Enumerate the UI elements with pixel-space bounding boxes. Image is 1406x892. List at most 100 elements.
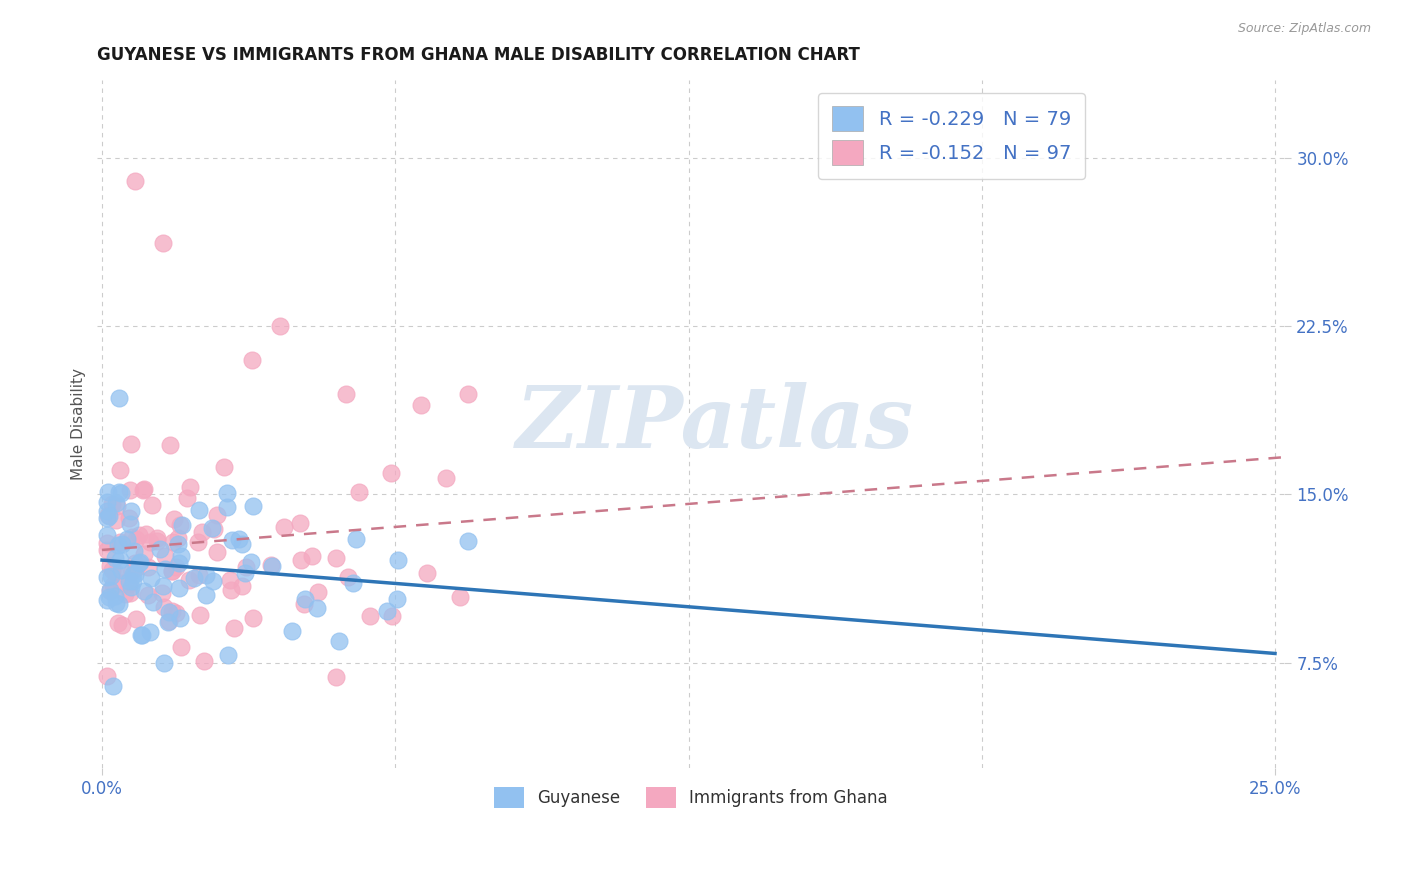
Point [201, 521, 224, 535]
Point [105, 513, 128, 527]
Point [260, 559, 283, 574]
Point [325, 670, 347, 684]
Point [132, 548, 155, 562]
Point [240, 352, 263, 367]
Point [167, 556, 190, 570]
Point [183, 571, 205, 585]
Point [165, 559, 187, 574]
Point [97, 509, 120, 524]
Point [457, 534, 479, 549]
Point [146, 534, 169, 549]
Point [96, 536, 118, 550]
Point [260, 558, 283, 572]
Point [110, 563, 132, 577]
Point [153, 562, 176, 576]
Point [219, 582, 242, 597]
Point [188, 568, 211, 582]
Point [187, 534, 209, 549]
Point [96, 593, 118, 607]
Point [139, 571, 162, 585]
Point [336, 569, 359, 583]
Point [121, 530, 143, 544]
Point [96, 495, 118, 509]
Point [124, 556, 146, 570]
Point [104, 551, 127, 566]
Point [231, 579, 253, 593]
Point [124, 567, 146, 582]
Point [170, 640, 193, 654]
Point [235, 560, 257, 574]
Point [121, 566, 143, 581]
Point [149, 541, 172, 556]
Point [169, 611, 191, 625]
Point [157, 605, 180, 619]
Text: Source: ZipAtlas.com: Source: ZipAtlas.com [1237, 22, 1371, 36]
Point [290, 516, 312, 530]
Point [100, 583, 122, 598]
Point [129, 627, 152, 641]
Point [188, 608, 211, 623]
Legend: Guyanese, Immigrants from Ghana: Guyanese, Immigrants from Ghana [488, 780, 894, 814]
Point [457, 386, 479, 401]
Point [214, 459, 236, 474]
Point [347, 484, 370, 499]
Point [228, 532, 250, 546]
Point [110, 553, 132, 567]
Point [153, 549, 176, 564]
Point [124, 561, 146, 575]
Point [221, 533, 243, 547]
Point [108, 485, 131, 500]
Point [135, 527, 157, 541]
Point [294, 592, 316, 607]
Point [146, 531, 169, 545]
Point [128, 556, 150, 570]
Point [141, 498, 163, 512]
Point [162, 604, 184, 618]
Point [122, 544, 145, 558]
Point [219, 573, 242, 587]
Point [215, 485, 238, 500]
Point [335, 386, 357, 401]
Point [108, 391, 131, 405]
Point [104, 590, 127, 604]
Point [160, 564, 183, 578]
Point [98, 559, 121, 574]
Point [124, 173, 146, 187]
Point [176, 491, 198, 505]
Point [387, 553, 409, 567]
Point [301, 549, 323, 563]
Point [118, 577, 141, 591]
Point [150, 585, 173, 599]
Point [202, 574, 225, 589]
Point [152, 599, 174, 614]
Point [120, 504, 142, 518]
Point [205, 545, 228, 559]
Point [217, 648, 239, 662]
Point [107, 615, 129, 630]
Point [96, 511, 118, 525]
Point [195, 568, 218, 582]
Point [170, 549, 193, 563]
Point [101, 563, 124, 577]
Point [142, 595, 165, 609]
Point [105, 496, 128, 510]
Point [111, 618, 134, 632]
Point [139, 625, 162, 640]
Point [233, 566, 256, 581]
Point [118, 483, 141, 498]
Point [121, 564, 143, 578]
Point [281, 624, 304, 639]
Point [202, 522, 225, 536]
Point [134, 482, 156, 496]
Point [105, 499, 128, 513]
Point [125, 532, 148, 546]
Point [170, 518, 193, 533]
Point [100, 569, 122, 583]
Text: GUYANESE VS IMMIGRANTS FROM GHANA MALE DISABILITY CORRELATION CHART: GUYANESE VS IMMIGRANTS FROM GHANA MALE D… [97, 46, 860, 64]
Point [191, 525, 214, 540]
Point [222, 622, 245, 636]
Point [110, 486, 132, 500]
Point [342, 576, 364, 591]
Point [152, 236, 174, 251]
Point [120, 437, 142, 451]
